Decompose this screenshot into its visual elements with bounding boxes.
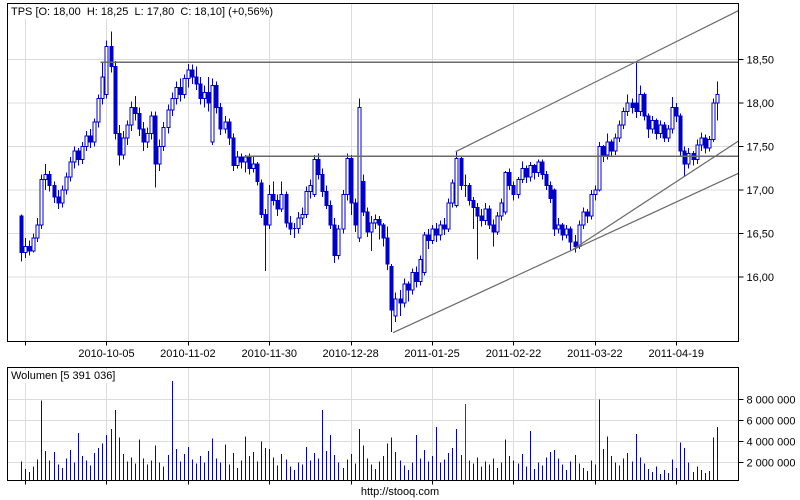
svg-text:2011-04-19: 2011-04-19	[649, 348, 704, 360]
svg-text:16,00: 16,00	[747, 272, 775, 284]
svg-text:2010-11-30: 2010-11-30	[242, 348, 297, 360]
volume-panel-title: Wolumen [5 391 036]	[9, 370, 118, 383]
footer-url: http://stooq.com	[360, 486, 440, 498]
svg-text:2 000 000: 2 000 000	[747, 458, 796, 470]
trendlines	[100, 10, 739, 334]
price-axis-labels: 18,50 18,00 17,50 17,00 16,50 16,00	[738, 55, 775, 284]
svg-text:4 000 000: 4 000 000	[747, 437, 796, 449]
svg-text:18,50: 18,50	[747, 55, 775, 67]
svg-text:17,00: 17,00	[747, 185, 775, 197]
svg-text:8 000 000: 8 000 000	[747, 395, 796, 407]
price-panel-border	[7, 3, 739, 342]
rising-support-steep	[572, 140, 739, 250]
svg-text:2010-12-28: 2010-12-28	[323, 348, 379, 360]
svg-text:16,50: 16,50	[747, 229, 775, 241]
svg-text:2011-01-25: 2011-01-25	[404, 348, 459, 360]
svg-text:17,50: 17,50	[747, 142, 775, 154]
x-axis-labels: 2010-10-05 2010-11-02 2010-11-30 2010-12-28…	[25, 341, 704, 485]
rising-support-long	[392, 172, 739, 334]
volume-bars	[21, 381, 718, 480]
svg-text:2010-11-02: 2010-11-02	[160, 348, 215, 360]
volume-panel-border	[7, 367, 739, 481]
volume-axis-labels: 8 000 000 6 000 000 4 000 000 2 000 000	[738, 395, 796, 470]
svg-text:2010-10-05: 2010-10-05	[78, 348, 134, 360]
rising-channel-top	[455, 10, 739, 153]
svg-text:2011-03-22: 2011-03-22	[567, 348, 622, 360]
svg-text:18,00: 18,00	[747, 98, 775, 110]
panel-borders	[7, 3, 739, 481]
price-candles	[19, 31, 720, 332]
price-panel-title: TPS [O: 18,00 H: 18,25 L: 17,80 C: 18,10…	[9, 6, 276, 19]
svg-text:6 000 000: 6 000 000	[747, 416, 796, 428]
svg-text:2011-02-22: 2011-02-22	[486, 348, 541, 360]
